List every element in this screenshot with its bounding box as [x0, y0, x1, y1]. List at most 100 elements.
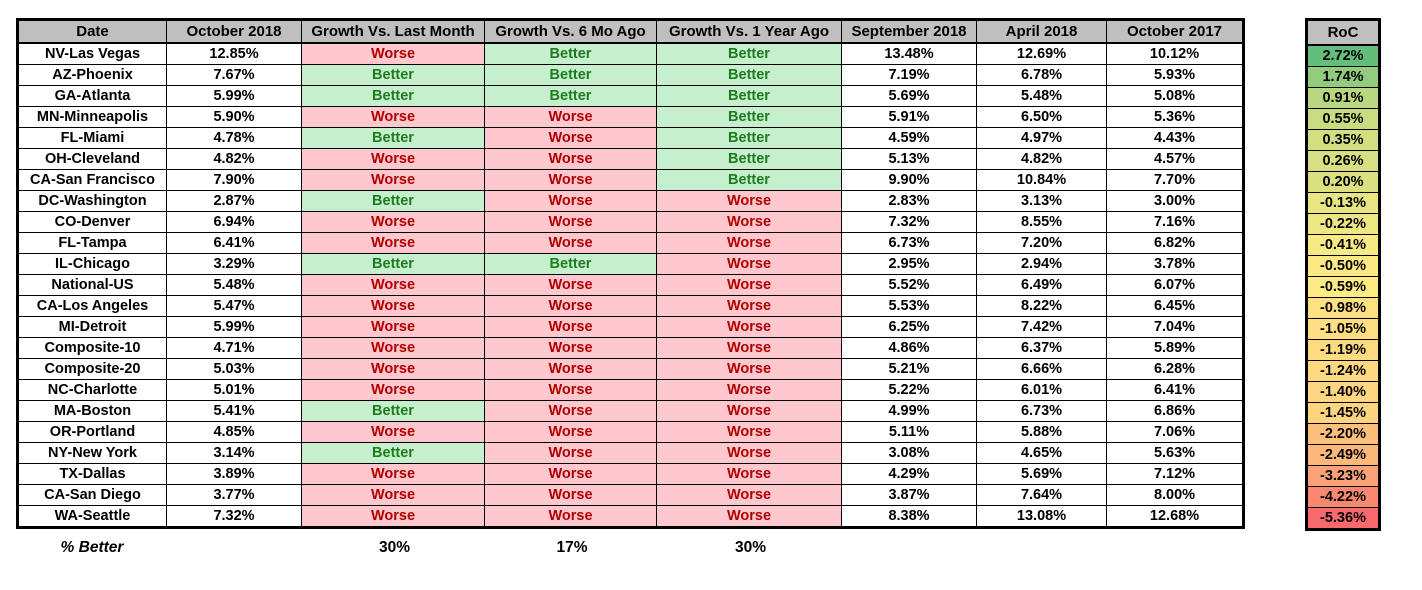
status-cell[interactable]: Worse — [301, 337, 485, 359]
value-cell[interactable]: 10.12% — [1106, 42, 1244, 65]
status-cell[interactable]: Worse — [656, 295, 842, 317]
value-cell[interactable]: 6.41% — [166, 232, 302, 254]
value-cell[interactable]: 6.07% — [1106, 274, 1244, 296]
status-cell[interactable]: Worse — [484, 421, 657, 443]
value-cell[interactable]: 3.08% — [841, 442, 977, 464]
city-cell[interactable]: CA-San Diego — [17, 484, 167, 506]
value-cell[interactable]: 5.69% — [976, 463, 1107, 485]
status-cell[interactable]: Worse — [656, 505, 842, 528]
city-cell[interactable]: Composite-10 — [17, 337, 167, 359]
roc-cell[interactable]: -0.22% — [1306, 213, 1380, 235]
value-cell[interactable]: 4.82% — [166, 148, 302, 170]
status-cell[interactable]: Worse — [484, 295, 657, 317]
value-cell[interactable]: 6.25% — [841, 316, 977, 338]
status-cell[interactable]: Worse — [484, 148, 657, 170]
roc-cell[interactable]: -0.59% — [1306, 276, 1380, 298]
value-cell[interactable]: 5.48% — [166, 274, 302, 296]
status-cell[interactable]: Worse — [656, 400, 842, 422]
status-cell[interactable]: Worse — [656, 463, 842, 485]
city-cell[interactable]: Composite-20 — [17, 358, 167, 380]
value-cell[interactable]: 6.37% — [976, 337, 1107, 359]
value-cell[interactable]: 6.50% — [976, 106, 1107, 128]
value-cell[interactable]: 8.00% — [1106, 484, 1244, 506]
roc-cell[interactable]: -0.50% — [1306, 255, 1380, 277]
status-cell[interactable]: Better — [484, 253, 657, 275]
status-cell[interactable]: Better — [301, 64, 485, 86]
value-cell[interactable]: 7.32% — [166, 505, 302, 528]
status-cell[interactable]: Worse — [301, 379, 485, 401]
value-cell[interactable]: 5.69% — [841, 85, 977, 107]
value-cell[interactable]: 5.41% — [166, 400, 302, 422]
value-cell[interactable]: 6.41% — [1106, 379, 1244, 401]
roc-cell[interactable]: -1.19% — [1306, 339, 1380, 361]
value-cell[interactable]: 3.87% — [841, 484, 977, 506]
status-cell[interactable]: Worse — [656, 379, 842, 401]
city-cell[interactable]: National-US — [17, 274, 167, 296]
status-cell[interactable]: Better — [301, 442, 485, 464]
value-cell[interactable]: 7.70% — [1106, 169, 1244, 191]
status-cell[interactable]: Worse — [484, 505, 657, 528]
value-cell[interactable]: 2.95% — [841, 253, 977, 275]
city-cell[interactable]: IL-Chicago — [17, 253, 167, 275]
status-cell[interactable]: Worse — [301, 358, 485, 380]
value-cell[interactable]: 4.99% — [841, 400, 977, 422]
city-cell[interactable]: CA-Los Angeles — [17, 295, 167, 317]
status-cell[interactable]: Worse — [301, 169, 485, 191]
city-cell[interactable]: GA-Atlanta — [17, 85, 167, 107]
status-cell[interactable]: Worse — [656, 274, 842, 296]
roc-cell[interactable]: -1.45% — [1306, 402, 1380, 424]
value-cell[interactable]: 6.73% — [976, 400, 1107, 422]
value-cell[interactable]: 7.20% — [976, 232, 1107, 254]
roc-cell[interactable]: -3.23% — [1306, 465, 1380, 487]
status-cell[interactable]: Better — [484, 64, 657, 86]
roc-cell[interactable]: 0.20% — [1306, 171, 1380, 193]
value-cell[interactable]: 7.06% — [1106, 421, 1244, 443]
column-header-2[interactable]: Growth Vs. Last Month — [301, 19, 485, 44]
status-cell[interactable]: Worse — [301, 505, 485, 528]
value-cell[interactable]: 3.13% — [976, 190, 1107, 212]
value-cell[interactable]: 5.52% — [841, 274, 977, 296]
roc-header[interactable]: RoC — [1306, 19, 1380, 46]
status-cell[interactable]: Worse — [484, 316, 657, 338]
status-cell[interactable]: Worse — [301, 211, 485, 233]
value-cell[interactable]: 4.86% — [841, 337, 977, 359]
summary-pct-better-last-month[interactable]: 30% — [378, 539, 411, 556]
status-cell[interactable]: Worse — [484, 232, 657, 254]
status-cell[interactable]: Better — [656, 64, 842, 86]
value-cell[interactable]: 4.59% — [841, 127, 977, 149]
value-cell[interactable]: 7.67% — [166, 64, 302, 86]
roc-cell[interactable]: -1.40% — [1306, 381, 1380, 403]
status-cell[interactable]: Worse — [301, 463, 485, 485]
roc-cell[interactable]: 0.26% — [1306, 150, 1380, 172]
city-cell[interactable]: MN-Minneapolis — [17, 106, 167, 128]
value-cell[interactable]: 5.13% — [841, 148, 977, 170]
value-cell[interactable]: 6.78% — [976, 64, 1107, 86]
status-cell[interactable]: Better — [301, 85, 485, 107]
status-cell[interactable]: Worse — [656, 421, 842, 443]
city-cell[interactable]: TX-Dallas — [17, 463, 167, 485]
value-cell[interactable]: 12.85% — [166, 42, 302, 65]
city-cell[interactable]: NV-Las Vegas — [17, 42, 167, 65]
status-cell[interactable]: Worse — [656, 232, 842, 254]
status-cell[interactable]: Worse — [656, 358, 842, 380]
status-cell[interactable]: Worse — [484, 127, 657, 149]
value-cell[interactable]: 5.90% — [166, 106, 302, 128]
status-cell[interactable]: Worse — [301, 106, 485, 128]
city-cell[interactable]: DC-Washington — [17, 190, 167, 212]
roc-cell[interactable]: -0.41% — [1306, 234, 1380, 256]
value-cell[interactable]: 7.04% — [1106, 316, 1244, 338]
city-cell[interactable]: CO-Denver — [17, 211, 167, 233]
value-cell[interactable]: 3.89% — [166, 463, 302, 485]
value-cell[interactable]: 4.82% — [976, 148, 1107, 170]
value-cell[interactable]: 7.32% — [841, 211, 977, 233]
status-cell[interactable]: Worse — [484, 484, 657, 506]
status-cell[interactable]: Worse — [301, 295, 485, 317]
value-cell[interactable]: 7.64% — [976, 484, 1107, 506]
value-cell[interactable]: 4.43% — [1106, 127, 1244, 149]
value-cell[interactable]: 13.08% — [976, 505, 1107, 528]
value-cell[interactable]: 6.86% — [1106, 400, 1244, 422]
value-cell[interactable]: 10.84% — [976, 169, 1107, 191]
roc-cell[interactable]: 0.91% — [1306, 87, 1380, 109]
status-cell[interactable]: Worse — [484, 442, 657, 464]
roc-cell[interactable]: -1.05% — [1306, 318, 1380, 340]
